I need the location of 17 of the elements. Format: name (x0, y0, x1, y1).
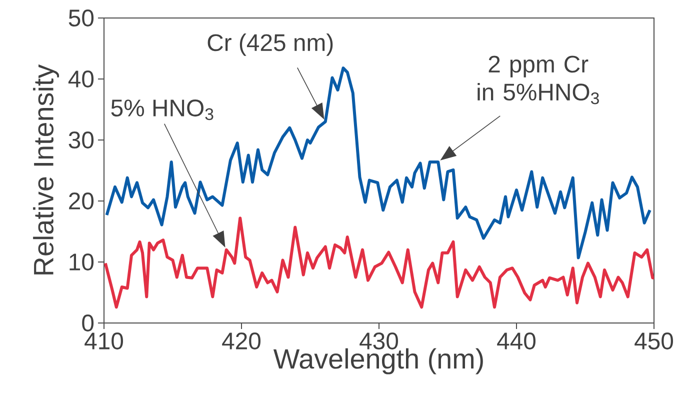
x-tick-label: 430 (360, 332, 398, 350)
annotation: 2 ppm Cr in 5%HNO$_{3}$ (478, 56, 599, 104)
y-tick-label: 0 (82, 314, 94, 332)
text: 5% HNO$_{3}$ (111, 100, 214, 120)
x-axis-title: Wavelength (nm) (273, 348, 483, 374)
line-series (104, 216, 656, 309)
x-tick-label: 410 (84, 332, 123, 350)
y-tick-label: 10 (70, 254, 94, 270)
y-tick-label: 50 (68, 10, 94, 26)
x-tick-label: 440 (497, 332, 536, 350)
x-tick-label: 420 (222, 332, 260, 350)
y-tick-label: 40 (68, 70, 94, 88)
x-tick-label: 450 (634, 332, 674, 350)
y-tick-label: 20 (69, 192, 94, 210)
y-axis-title: Relative Intensity (33, 64, 60, 274)
annotation: Cr (425 nm) (208, 34, 333, 56)
y-tick-label: 30 (68, 132, 94, 148)
